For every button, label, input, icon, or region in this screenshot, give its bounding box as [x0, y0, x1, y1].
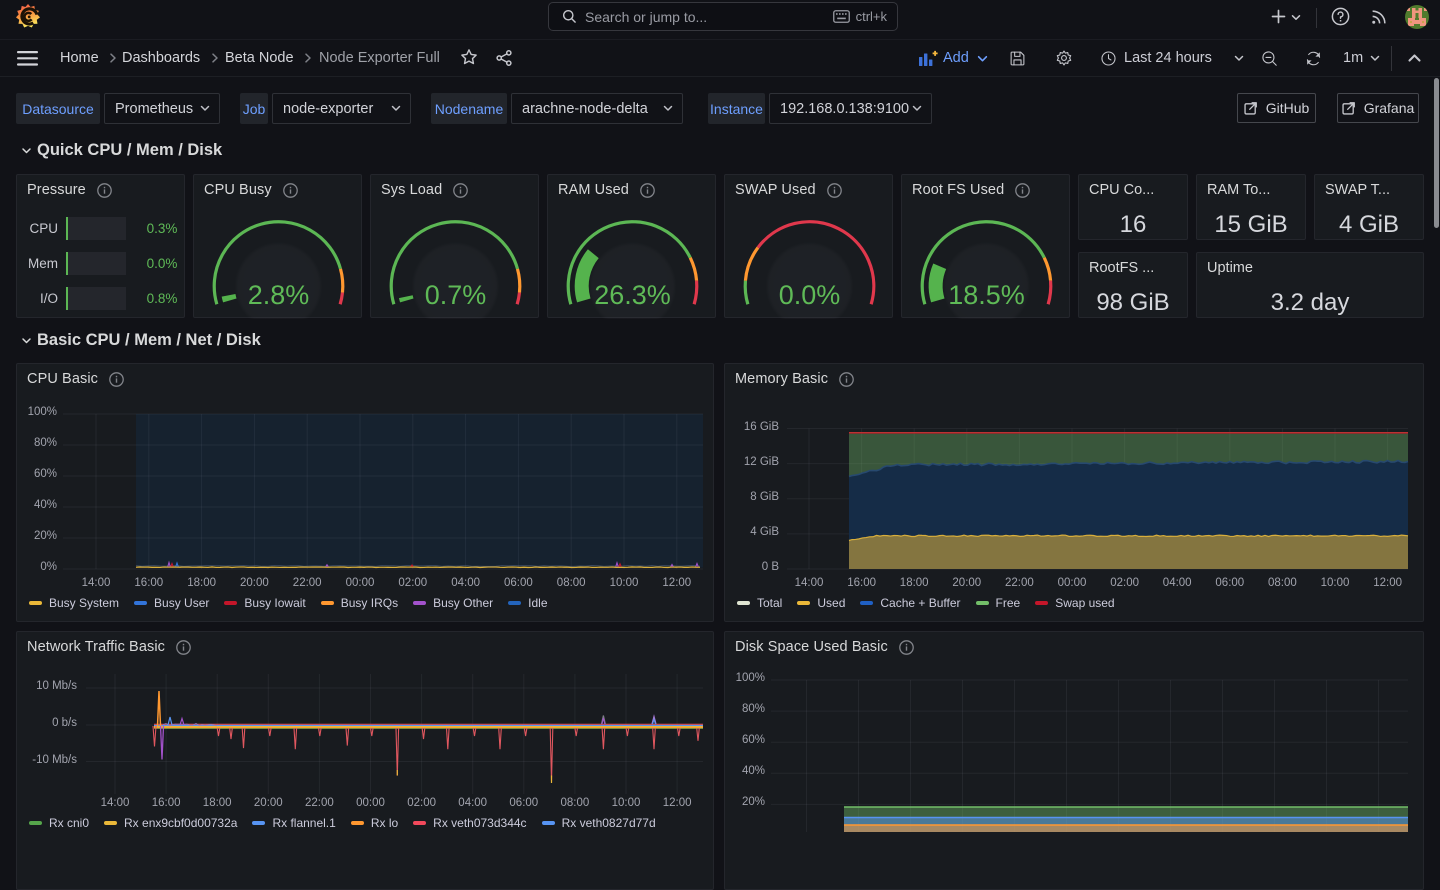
- svg-text:18.5%: 18.5%: [948, 280, 1025, 310]
- svg-text:0.7%: 0.7%: [425, 280, 487, 310]
- svg-text:0.0%: 0.0%: [779, 280, 841, 310]
- svg-text:26.3%: 26.3%: [594, 280, 671, 310]
- svg-text:2.8%: 2.8%: [248, 280, 310, 310]
